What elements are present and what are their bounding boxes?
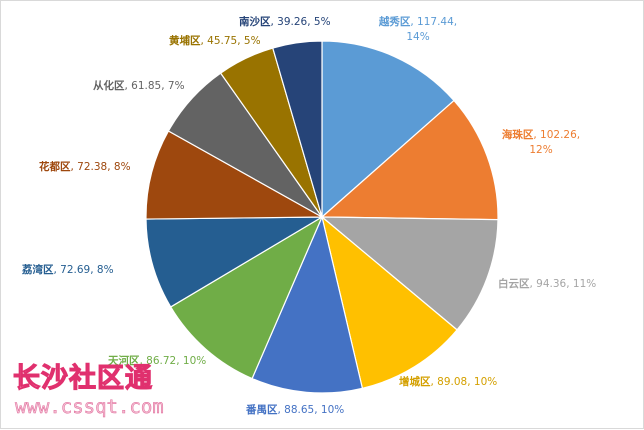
data-labels: 越秀区, 117.44, 14% 海珠区, 102.26, 12% 白云区, 94.36… xyxy=(21,15,596,416)
data-label: 荔湾区, 72.69, 8% xyxy=(21,263,114,276)
data-label: 黄埔区, 45.75, 5% xyxy=(169,34,261,47)
watermark: 长沙社区通 www.cssqt.com xyxy=(12,361,164,418)
data-label: 从化区, 61.85, 7% xyxy=(93,79,185,92)
data-label: 花都区, 72.38, 8% xyxy=(39,160,131,173)
pie-slice xyxy=(320,99,499,221)
data-label: 番禺区, 88.65, 10% xyxy=(245,403,344,416)
data-label: 越秀区, 117.44, 14% xyxy=(378,15,457,43)
data-label: 海珠区, 102.26, 12% xyxy=(502,128,580,156)
data-label: 天河区, 86.72, 10% xyxy=(108,355,206,367)
watermark-url: www.cssqt.com xyxy=(15,396,164,418)
data-label: 白云区, 94.36, 11% xyxy=(498,277,596,290)
pie-slice xyxy=(321,40,455,219)
watermark-text: 长沙社区通 xyxy=(13,362,153,394)
pie-slice xyxy=(272,40,323,218)
pie-slice xyxy=(321,215,458,390)
pie-slice xyxy=(251,215,364,394)
pie-slice xyxy=(145,216,325,308)
pie-slices xyxy=(145,40,499,394)
pie-slice xyxy=(169,215,324,380)
pie-slice xyxy=(320,216,499,331)
data-label: 南沙区, 39.26, 5% xyxy=(239,15,331,28)
data-label: 增城区, 89.08, 10% xyxy=(399,375,497,388)
pie-slice xyxy=(145,130,325,220)
